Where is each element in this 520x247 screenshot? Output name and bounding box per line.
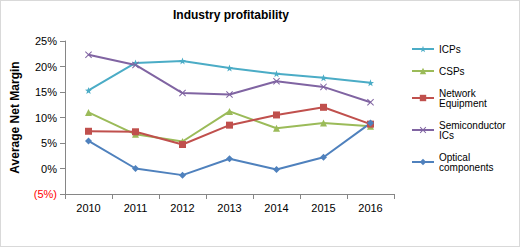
svg-text:10%: 10%: [35, 112, 57, 124]
svg-text:components: components: [439, 162, 493, 173]
svg-text:Average Net Margin: Average Net Margin: [8, 61, 22, 173]
svg-text:2016: 2016: [358, 202, 382, 214]
svg-text:Network: Network: [439, 87, 479, 99]
svg-text:Industry profitability: Industry profitability: [173, 8, 289, 22]
svg-text:2012: 2012: [170, 202, 194, 214]
svg-text:25%: 25%: [35, 35, 57, 47]
svg-text:ICs: ICs: [439, 130, 454, 141]
svg-text:2015: 2015: [311, 202, 335, 214]
svg-text:2014: 2014: [264, 202, 288, 214]
svg-text:15%: 15%: [35, 86, 57, 98]
svg-text:2013: 2013: [217, 202, 241, 214]
svg-text:ICPs: ICPs: [439, 44, 461, 55]
svg-text:Optical: Optical: [439, 151, 473, 163]
svg-text:CSPs: CSPs: [439, 66, 465, 77]
svg-text:Semiconductor: Semiconductor: [439, 119, 509, 131]
svg-text:(5%): (5%): [34, 188, 57, 200]
svg-text:Equipment: Equipment: [439, 98, 487, 109]
svg-text:2010: 2010: [76, 202, 100, 214]
svg-text:0%: 0%: [41, 163, 57, 175]
svg-text:2011: 2011: [124, 202, 148, 214]
svg-text:5%: 5%: [41, 137, 57, 149]
svg-text:20%: 20%: [35, 61, 57, 73]
